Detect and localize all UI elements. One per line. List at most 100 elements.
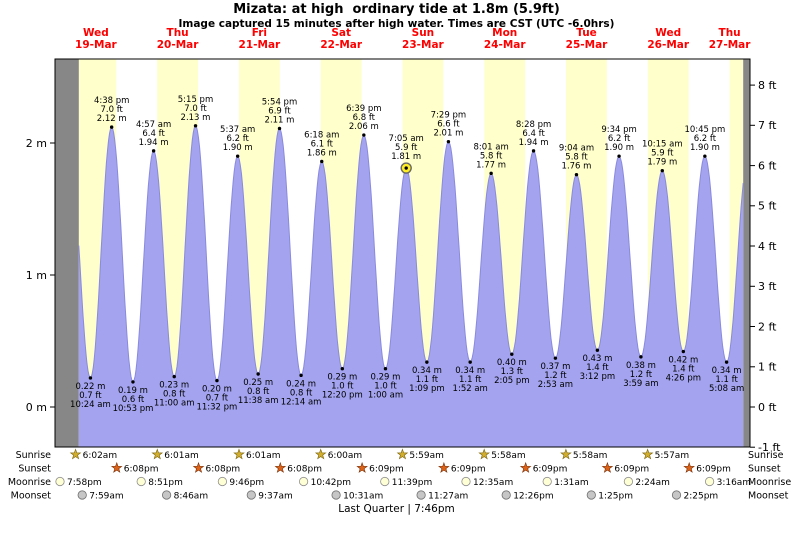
- sunrise-entry: 6:02am: [69, 448, 118, 461]
- high-tide-marker: 5:54 pm6.9 ft2.11 m: [262, 97, 297, 131]
- high-tide-marker: 9:34 pm6.2 ft1.90 m: [601, 125, 637, 158]
- moonrise-row-label-left: Moonrise: [8, 477, 51, 488]
- day-label: Sun: [412, 27, 435, 39]
- tide-extreme-dot: [617, 154, 621, 158]
- tide-annotation-line: 6.8 ft: [353, 113, 376, 123]
- tide-curve: [78, 124, 744, 383]
- moonrise-entry: 9:46pm: [217, 476, 264, 488]
- tide-annotation-line: 3:12 pm: [580, 372, 615, 382]
- tide-extreme-dot: [468, 360, 472, 364]
- sunset-entry: 6:08pm: [274, 461, 322, 475]
- tide-annotation-line: 6:39 pm: [346, 104, 381, 114]
- moonrise-moon-icon: [136, 476, 146, 487]
- tide-annotation-line: 6.2 ft: [226, 134, 249, 144]
- tide-annotation-line: 2.01 m: [433, 129, 463, 139]
- tide-annotation-line: 6.4 ft: [142, 129, 165, 139]
- sunrise-time: 5:59am: [409, 451, 444, 461]
- sunrise-star-icon: [314, 448, 327, 460]
- tide-annotation-line: 6.1 ft: [311, 139, 334, 149]
- right-axis-label: 8 ft: [758, 79, 777, 92]
- sunrise-time: 6:01am: [246, 451, 281, 461]
- moonset-entry: 9:37am: [246, 490, 293, 502]
- tide-annotation-line: 0.42 m: [668, 356, 698, 366]
- tide-annotation-line: 10:24 am: [70, 400, 111, 410]
- left-axis-label: 2 m: [26, 137, 47, 150]
- sunrise-entry: 6:01am: [151, 448, 199, 461]
- tide-annotation-line: 0.8 ft: [163, 390, 186, 400]
- tide-extreme-dot: [193, 124, 198, 128]
- moonrise-entry: 2:24am: [623, 476, 670, 488]
- right-axis-label: 7 ft: [758, 119, 777, 132]
- day-label: Fri: [252, 27, 267, 39]
- sunset-entry: 6:08pm: [110, 461, 159, 475]
- tide-annotation-line: 0.38 m: [626, 361, 656, 371]
- tide-extreme-dot: [215, 378, 219, 383]
- moonset-entry: 7:59am: [77, 490, 124, 502]
- tide-annotation-line: 1.0 ft: [331, 382, 354, 392]
- tide-annotation-line: 0.25 m: [243, 378, 273, 388]
- sunset-time: 6:09pm: [533, 465, 568, 475]
- moonrise-entry: 11:39pm: [380, 476, 432, 488]
- low-tide-marker: 0.34 m1.1 ft5:08 am: [709, 360, 744, 394]
- moonset-moon-icon: [416, 490, 426, 500]
- day-date-label: 22-Mar: [320, 39, 363, 51]
- tide-annotation-line: 10:53 pm: [113, 404, 154, 414]
- tide-annotation-line: 7:05 am: [389, 134, 424, 144]
- high-tide-marker: 9:04 am5.8 ft1.76 m: [559, 144, 594, 177]
- tide-extreme-dot: [256, 372, 260, 376]
- high-tide-marker: 7:29 pm6.6 ft2.01 m: [431, 111, 466, 144]
- moonrise-moon-icon: [542, 476, 552, 487]
- moonset-time: 7:59am: [89, 492, 124, 502]
- moonrise-entry: 12:35am: [461, 476, 513, 488]
- tide-extreme-dot: [489, 171, 493, 176]
- moonset-time: 8:46am: [174, 492, 209, 502]
- tide-extreme-dot: [660, 168, 664, 173]
- tide-annotation-line: 6.4 ft: [522, 129, 545, 139]
- sunrise-entry: 5:59am: [396, 448, 444, 461]
- sunset-time: 6:09pm: [614, 465, 649, 475]
- sunset-time: 6:09pm: [369, 465, 404, 475]
- tide-annotation-line: 9:04 am: [559, 144, 594, 154]
- tide-annotation-line: 5.9 ft: [651, 149, 674, 159]
- page-subtitle: Image captured 15 minutes after high wat…: [178, 18, 615, 30]
- high-tide-marker: 8:01 am5.8 ft1.77 m: [473, 142, 509, 176]
- right-axis-label: 4 ft: [758, 240, 777, 253]
- tide-extreme-dot: [531, 149, 536, 153]
- moonrise-moon-icon: [298, 476, 309, 487]
- low-tide-marker: 0.43 m1.4 ft3:12 pm: [580, 348, 615, 382]
- low-tide-marker: 0.29 m1.0 ft1:00 am: [368, 367, 403, 401]
- sunrise-star-icon: [151, 448, 164, 460]
- right-axis-label: 2 ft: [758, 320, 777, 333]
- sunset-time: 6:08pm: [206, 465, 241, 475]
- tide-annotation-line: 0.19 m: [118, 386, 148, 396]
- moonset-moon-icon: [671, 490, 682, 500]
- sunset-star-icon: [438, 461, 450, 473]
- day-date-label: 26-Mar: [647, 39, 690, 51]
- right-axis-label: -1 ft: [758, 441, 781, 454]
- day-date-label: 23-Mar: [402, 39, 445, 51]
- sunrise-time: 6:02am: [83, 451, 118, 461]
- sunrise-time: 6:01am: [164, 451, 199, 461]
- sunset-star-icon: [601, 461, 614, 473]
- sunset-entry: 6:09pm: [601, 461, 649, 475]
- sunrise-entry: 6:00am: [314, 448, 362, 461]
- tide-annotation-line: 7.0 ft: [184, 104, 207, 114]
- sunrise-entry: 5:57am: [641, 448, 689, 461]
- day-date-label: 21-Mar: [239, 39, 282, 51]
- high-tide-marker: 10:45 pm6.2 ft1.90 m: [684, 125, 725, 158]
- tide-annotation-line: 11:38 am: [238, 396, 279, 406]
- moonset-moon-icon: [162, 490, 172, 500]
- low-tide-marker: 0.37 m1.2 ft2:53 am: [538, 356, 573, 390]
- tide-annotation-line: 0.7 ft: [206, 394, 229, 404]
- tide-extreme-dot: [277, 126, 282, 131]
- tide-annotation-line: 0.34 m: [412, 366, 442, 376]
- day-label: Tue: [576, 27, 597, 39]
- tide-annotation-line: 6:18 am: [304, 130, 339, 140]
- moonset-entry: 1:25pm: [586, 490, 633, 502]
- right-axis-label: 1 ft: [758, 361, 777, 374]
- sunset-time: 6:08pm: [124, 465, 159, 475]
- moonrise-entry: 1:31am: [542, 476, 589, 488]
- tide-annotation-line: 2:05 pm: [494, 376, 529, 386]
